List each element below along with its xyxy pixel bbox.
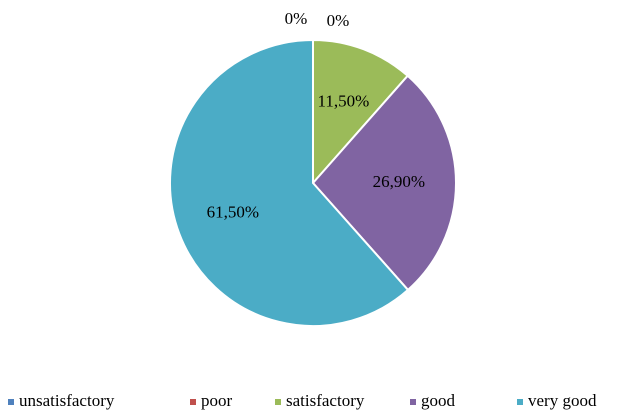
legend-label: good <box>421 391 456 410</box>
legend-label: satisfactory <box>286 391 365 410</box>
legend-marker <box>410 399 416 405</box>
legend-marker <box>517 399 523 405</box>
pie-slice <box>312 38 410 186</box>
data-label: 0% <box>327 11 350 30</box>
legend-label: poor <box>201 391 233 410</box>
pie-slice <box>311 74 457 292</box>
legend-marker <box>275 399 281 405</box>
legend-label: unsatisfactory <box>19 391 115 410</box>
data-label: 11,50% <box>317 92 369 111</box>
data-label: 26,90% <box>373 172 425 191</box>
data-label: 0% <box>285 9 308 28</box>
legend-label: very good <box>528 391 597 410</box>
data-label: 61,50% <box>207 202 259 221</box>
pie-slice <box>169 38 410 327</box>
legend-marker <box>8 399 14 405</box>
legend-marker <box>190 399 196 405</box>
